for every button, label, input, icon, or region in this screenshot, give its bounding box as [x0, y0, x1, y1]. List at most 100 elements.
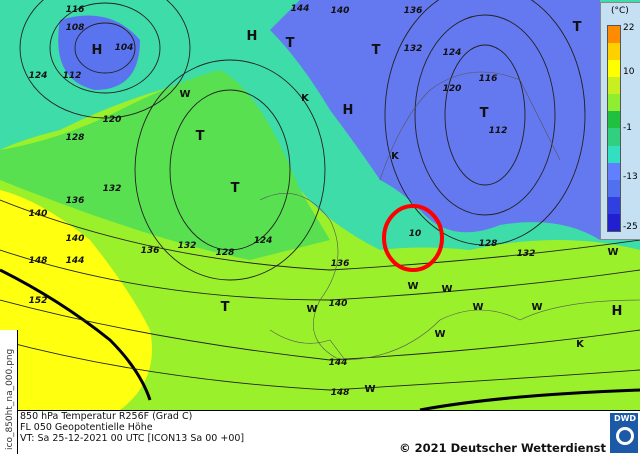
- contour-line: [444, 44, 526, 186]
- pressure-center-T: T: [196, 129, 205, 144]
- info-line-3: VT: Sa 25-12-2021 00 UTC [ICON13 Sa 00 +…: [20, 433, 245, 444]
- contour-label: 120: [103, 115, 122, 125]
- green-band: [0, 70, 330, 260]
- contour-label: 112: [489, 126, 508, 136]
- legend-tick: 10: [623, 67, 635, 77]
- contour-label: 140: [29, 209, 48, 219]
- contour-label: 10: [409, 229, 422, 239]
- legend-color-step: [608, 60, 620, 78]
- contour-label: 136: [331, 259, 350, 269]
- swirl-icon: [616, 427, 634, 445]
- contour-label: 116: [66, 5, 85, 15]
- pressure-center-T: T: [372, 43, 381, 58]
- contour-label: 144: [66, 256, 85, 266]
- contour-line: [49, 2, 161, 94]
- pressure-center-H: H: [343, 103, 354, 118]
- pressure-center-W: W: [364, 384, 375, 395]
- contour-label: 152: [29, 296, 48, 306]
- contour-label: 148: [331, 388, 350, 398]
- pressure-center-W: W: [306, 304, 317, 315]
- contour-label: 128: [216, 248, 235, 258]
- legend-tick: -25: [623, 222, 638, 232]
- contour-label: 132: [517, 249, 536, 259]
- pressure-center-T: T: [480, 106, 489, 121]
- legend-color-step: [608, 145, 620, 163]
- contour-label: 132: [103, 184, 122, 194]
- contour-label: 136: [404, 6, 423, 16]
- contour-label: 116: [479, 74, 498, 84]
- contour-label: 128: [479, 239, 498, 249]
- contour-line: [414, 14, 556, 216]
- contour-line: [0, 199, 640, 271]
- contour-label: 144: [291, 4, 310, 14]
- legend-color-step: [608, 179, 620, 197]
- contour-line: [74, 22, 136, 74]
- contour-line: [0, 249, 640, 301]
- coastlines: [259, 71, 640, 361]
- contour-label: 132: [178, 241, 197, 251]
- geopotential-contours: [0, 0, 640, 391]
- pressure-center-W: W: [441, 284, 452, 295]
- contour-line: [384, 0, 586, 246]
- contour-label: 120: [443, 84, 462, 94]
- legend-color-step: [608, 26, 620, 44]
- legend-color-step: [608, 77, 620, 95]
- front-line: [419, 388, 640, 410]
- contour-line: [169, 89, 291, 251]
- pressure-center-T: T: [573, 20, 582, 35]
- dwd-logo: DWD: [610, 413, 638, 453]
- contour-label: 140: [331, 6, 350, 16]
- pressure-center-T: T: [221, 300, 230, 315]
- pressure-center-T: T: [231, 181, 240, 196]
- pressure-center-T: T: [286, 36, 295, 51]
- pressure-center-W: W: [434, 329, 445, 340]
- pressure-center-W: W: [607, 247, 618, 258]
- pressure-center-W: W: [407, 281, 418, 292]
- legend-color-step: [608, 162, 620, 180]
- contour-label: 112: [63, 71, 82, 81]
- info-line-1: 850 hPa Temperatur R256F (Grad C): [20, 411, 193, 422]
- pressure-center-H: H: [612, 304, 623, 319]
- legend-tick: -13: [623, 172, 638, 182]
- contour-label: 124: [443, 48, 462, 58]
- contour-label: 140: [66, 234, 85, 244]
- legend-unit: (°C): [611, 6, 629, 16]
- filename-text: ico_850ht_na_000.png: [5, 348, 15, 450]
- contour-label: 148: [29, 256, 48, 266]
- info-line-2: FL 050 Geopotentielle Höhe: [20, 422, 153, 433]
- contour-label: 124: [29, 71, 48, 81]
- pressure-center-K: K: [301, 93, 310, 104]
- cold-low-atlantic: [58, 15, 140, 90]
- contour-label: 136: [66, 196, 85, 206]
- weather-map: 116 108 104 124 112 120 128 136 132 140 140 144 148 1…: [0, 0, 640, 410]
- legend-tick: 22: [623, 23, 635, 33]
- contour-line: [0, 299, 640, 361]
- pressure-center-K: K: [391, 151, 400, 162]
- pressure-center-K: K: [576, 339, 585, 350]
- copyright: © 2021 Deutscher Wetterdienst: [399, 441, 606, 455]
- contour-label: 140: [329, 299, 348, 309]
- pressure-center-W: W: [179, 89, 190, 100]
- contour-label: 128: [66, 133, 85, 143]
- dwd-logo-text: DWD: [613, 414, 637, 423]
- pressure-center-W: W: [472, 302, 483, 313]
- legend-color-step: [608, 94, 620, 112]
- contour-line: [134, 59, 326, 281]
- contour-label: 144: [329, 358, 348, 368]
- legend-color-step: [608, 213, 620, 231]
- pressure-center-H: H: [92, 43, 103, 58]
- legend-color-step: [608, 43, 620, 61]
- pressure-center-H: H: [247, 29, 258, 44]
- highlight-circle: [382, 204, 444, 272]
- contour-label: 104: [115, 43, 134, 53]
- contour-label: 132: [404, 44, 423, 54]
- pressure-center-W: W: [531, 302, 542, 313]
- legend-color-step: [608, 111, 620, 129]
- legend-color-step: [608, 196, 620, 214]
- contour-line: [19, 0, 191, 119]
- front-line: [0, 268, 152, 401]
- info-panel: 850 hPa Temperatur R256F (Grad C) FL 050…: [18, 410, 640, 455]
- contour-label: 136: [141, 246, 160, 256]
- legend-color-step: [608, 128, 620, 146]
- contour-label: 108: [66, 23, 85, 33]
